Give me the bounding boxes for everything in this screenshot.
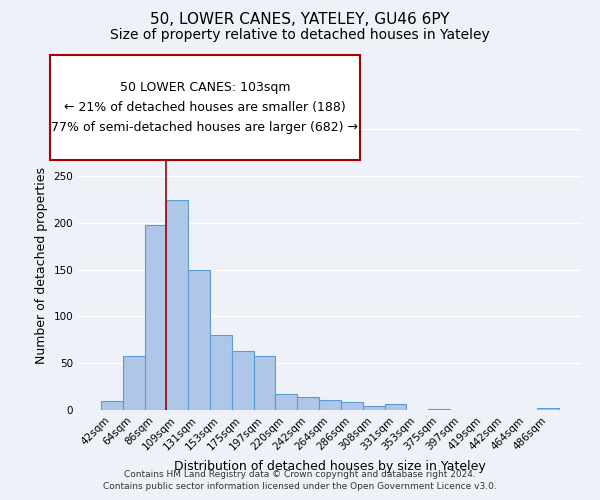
Bar	[166, 200, 188, 410]
Bar	[275, 394, 297, 410]
Text: 50 LOWER CANES: 103sqm
← 21% of detached houses are smaller (188)
77% of semi-de: 50 LOWER CANES: 103sqm ← 21% of detached…	[52, 81, 358, 134]
Bar	[385, 404, 406, 410]
Y-axis label: Number of detached properties: Number of detached properties	[35, 166, 48, 364]
Bar	[319, 400, 341, 410]
Bar	[101, 400, 123, 410]
Bar	[188, 270, 210, 410]
Bar	[341, 402, 363, 410]
Bar	[232, 351, 254, 410]
Text: Contains HM Land Registry data © Crown copyright and database right 2024.: Contains HM Land Registry data © Crown c…	[124, 470, 476, 479]
Text: Contains public sector information licensed under the Open Government Licence v3: Contains public sector information licen…	[103, 482, 497, 491]
Bar	[254, 356, 275, 410]
Bar	[297, 397, 319, 410]
Bar	[123, 356, 145, 410]
Bar	[145, 225, 166, 410]
X-axis label: Distribution of detached houses by size in Yateley: Distribution of detached houses by size …	[174, 460, 486, 473]
Bar	[210, 335, 232, 410]
Bar	[363, 406, 385, 410]
Bar	[428, 409, 450, 410]
Text: Size of property relative to detached houses in Yateley: Size of property relative to detached ho…	[110, 28, 490, 42]
Text: 50, LOWER CANES, YATELEY, GU46 6PY: 50, LOWER CANES, YATELEY, GU46 6PY	[150, 12, 450, 28]
Bar	[537, 408, 559, 410]
